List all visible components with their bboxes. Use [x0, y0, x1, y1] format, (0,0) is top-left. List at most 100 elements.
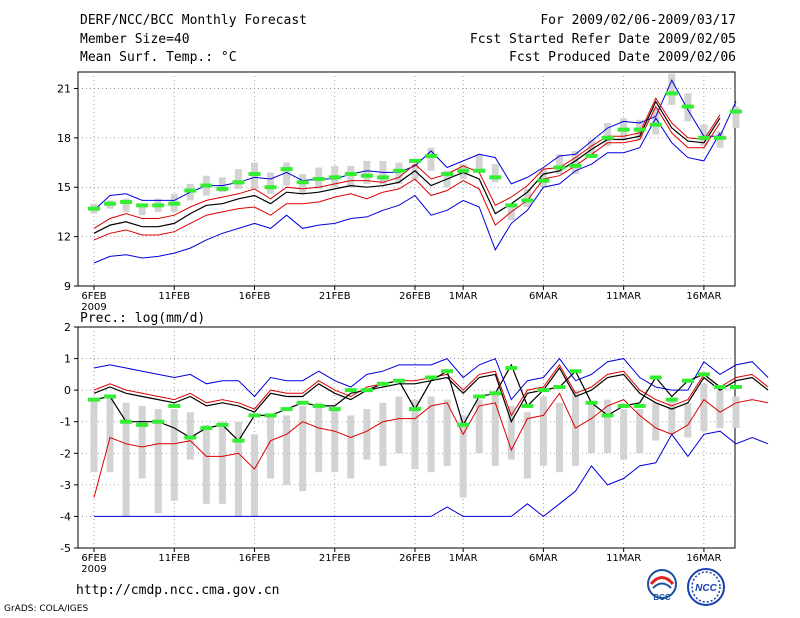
prec-spread-box: [122, 402, 130, 517]
prec-ytick-label: -1: [60, 416, 71, 429]
temp-spread-box: [138, 203, 146, 216]
temp-spread-box: [668, 73, 676, 105]
prec-obs-marker: [505, 366, 518, 371]
prec-series-p10: [93, 392, 769, 498]
prec-series-obs_line: [93, 363, 721, 442]
prec-obs-marker: [296, 400, 309, 405]
prec-spread-box: [684, 402, 692, 438]
prec-obs-marker: [617, 403, 630, 408]
fcst-produced-date: Fcst Produced Date 2009/02/06: [509, 50, 736, 65]
prec-spread-box: [427, 396, 435, 473]
prec-spread-box: [443, 399, 451, 466]
temp-ytick-label: 15: [57, 181, 71, 194]
prec-obs-marker: [376, 381, 389, 386]
prec-obs-marker: [216, 422, 229, 427]
prec-obs-marker: [136, 422, 149, 427]
temp-spread-box: [122, 198, 130, 212]
prec-obs-marker: [184, 435, 197, 440]
prec-obs-marker: [730, 384, 742, 389]
prec-ytick-label: 2: [64, 321, 71, 334]
prec-spread-box: [234, 421, 242, 517]
prec-obs-marker: [585, 400, 598, 405]
prec-obs-marker: [697, 372, 710, 377]
prec-spread-box: [138, 405, 146, 479]
temp-obs-marker: [136, 203, 149, 208]
temp-panel-label: Mean Surf. Temp.: °C: [80, 50, 237, 65]
prec-spread-box: [700, 383, 708, 432]
temp-obs-marker: [617, 127, 630, 132]
bcc-logo-text: BCC: [653, 593, 671, 602]
prec-spread-box: [636, 409, 644, 454]
prec-spread-box: [668, 399, 676, 435]
prec-spread-box: [251, 434, 258, 517]
prec-obs-marker: [633, 403, 646, 408]
prec-spread-box: [267, 415, 275, 479]
prec-obs-marker: [168, 403, 181, 408]
temp-obs-marker: [489, 175, 502, 180]
prec-obs-marker: [104, 394, 117, 399]
prec-obs-marker: [521, 403, 534, 408]
temp-obs-marker: [232, 180, 245, 185]
temp-xtick-label: 11FEB: [158, 291, 190, 302]
temp-xtick-label: 26FEB: [399, 291, 431, 302]
temp-obs-marker: [585, 153, 598, 158]
temp-spread-box: [395, 162, 403, 184]
prec-spread-box: [347, 415, 355, 479]
temp-obs-marker: [457, 168, 470, 173]
temp-obs-marker: [248, 172, 261, 177]
prec-ytick-label: 0: [64, 384, 71, 397]
prec-spread-box: [154, 409, 162, 514]
prec-xtick-label: 11FEB: [158, 553, 190, 564]
temp-obs-marker: [184, 188, 197, 193]
prec-ytick-label: -4: [60, 510, 71, 523]
temp-obs-marker: [88, 206, 100, 211]
temp-xtick-label: 21FEB: [319, 291, 351, 302]
temp-series-p10: [93, 105, 721, 241]
temp-ytick-label: 12: [57, 231, 71, 244]
prec-spread-box: [491, 393, 499, 466]
temp-obs-marker: [409, 158, 421, 163]
temp-xtick-label: 1MAR: [449, 291, 478, 302]
prec-obs-marker: [489, 391, 502, 396]
prec-obs-marker: [360, 388, 373, 393]
prec-spread-box: [299, 405, 307, 492]
prec-obs-marker: [537, 388, 550, 393]
prec-obs-marker: [280, 407, 293, 412]
prec-xtick-label: 6MAR: [529, 553, 558, 564]
temp-obs-marker: [168, 201, 181, 206]
temp-obs-marker: [537, 178, 550, 183]
temp-obs-marker: [425, 153, 438, 158]
temp-obs-marker: [633, 127, 646, 132]
temp-series-mean: [93, 100, 721, 234]
temp-spread-box: [604, 123, 612, 147]
temp-obs-marker: [681, 104, 694, 109]
prec-series-min: [94, 430, 769, 518]
prec-obs-marker: [152, 419, 165, 424]
prec-obs-marker: [248, 413, 261, 418]
prec-xtick-label: 16MAR: [686, 553, 721, 564]
bcc-logo: BCC: [647, 569, 677, 602]
temp-spread-box: [347, 165, 355, 188]
prec-spread-box: [555, 402, 563, 473]
prec-spread-box: [652, 402, 660, 441]
website-url[interactable]: http://cmdp.ncc.cma.gov.cn: [76, 583, 280, 598]
temp-plot-frame: [77, 71, 736, 287]
forecast-period: For 2009/02/06-2009/03/17: [540, 13, 736, 28]
prec-obs-marker: [232, 438, 245, 443]
prec-ytick-label: 1: [64, 353, 71, 366]
prec-spread-box: [315, 402, 323, 473]
temp-obs-marker: [665, 91, 678, 96]
temp-ytick-label: 18: [57, 132, 71, 145]
temp-obs-marker: [697, 135, 710, 140]
prec-ytick-label: -3: [60, 479, 71, 492]
prec-spread-box: [411, 399, 419, 470]
prec-obs-marker: [441, 369, 454, 374]
prec-obs-marker: [473, 394, 486, 399]
temp-spread-box: [475, 154, 483, 171]
temp-xtick-label: 11MAR: [606, 291, 641, 302]
temp-obs-marker: [521, 198, 534, 203]
prec-spread-box: [379, 402, 387, 466]
prec-spread-box: [459, 415, 467, 498]
temp-spread-box: [555, 154, 563, 175]
